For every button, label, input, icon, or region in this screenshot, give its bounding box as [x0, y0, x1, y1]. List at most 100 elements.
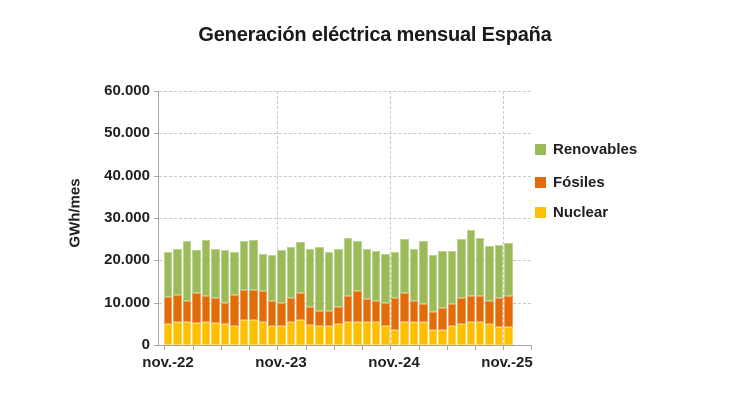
- bar-abr.-24: [324, 252, 334, 345]
- segment-renovables: [267, 255, 277, 301]
- bar-feb.-23: [192, 249, 201, 345]
- segment-renovables: [334, 248, 343, 308]
- y-tickmark-40000: [154, 175, 159, 177]
- segment-renovables: [475, 237, 485, 296]
- segment-fósiles: [192, 292, 201, 323]
- plot-area: [154, 91, 532, 350]
- segment-renovables: [324, 252, 334, 311]
- x-tickmark: [333, 345, 335, 350]
- chart-title: Generación eléctrica mensual España: [198, 24, 552, 46]
- segment-nuclear: [324, 325, 334, 345]
- segment-fósiles: [249, 289, 258, 321]
- bar-ene.-23: [182, 241, 192, 345]
- segment-nuclear: [400, 321, 409, 345]
- segment-renovables: [390, 252, 400, 298]
- segment-nuclear: [249, 320, 258, 345]
- segment-renovables: [381, 253, 390, 303]
- y-tick-label: 30.000: [104, 209, 150, 226]
- bar-jun.-24: [343, 237, 353, 345]
- x-tick-label: nov.-24: [368, 354, 420, 371]
- x-tickmark: [446, 345, 448, 350]
- segment-fósiles: [296, 292, 305, 321]
- segment-nuclear: [409, 322, 419, 345]
- bar-ene.-24: [296, 242, 305, 345]
- segment-renovables: [182, 241, 192, 301]
- segment-renovables: [438, 250, 447, 308]
- bar-ene.-25: [409, 248, 419, 345]
- segment-renovables: [315, 247, 324, 311]
- y-tick-label: 20.000: [104, 251, 150, 269]
- segment-nuclear: [457, 323, 466, 345]
- legend-swatch-icon: [535, 143, 546, 155]
- y-tickmark-0: [154, 345, 159, 346]
- segment-nuclear: [182, 321, 192, 345]
- x-tickmark: [192, 345, 194, 350]
- segment-nuclear: [466, 321, 475, 345]
- segment-fósiles: [201, 295, 211, 323]
- segment-nuclear: [381, 326, 390, 345]
- segment-nuclear: [239, 320, 249, 345]
- segment-fósiles: [182, 300, 192, 322]
- bar-jul.-23: [239, 240, 249, 345]
- segment-fósiles: [362, 299, 371, 322]
- segment-nuclear: [343, 322, 353, 345]
- bar-may.-24: [334, 248, 343, 345]
- bar-nov.-25: [504, 243, 513, 345]
- bar-dic.-22: [173, 248, 182, 345]
- x-tickmark: [220, 345, 222, 350]
- segment-renovables: [230, 251, 239, 295]
- bar-feb.-24: [305, 248, 315, 345]
- x-tickmark: [503, 345, 505, 350]
- segment-fósiles: [315, 310, 324, 326]
- segment-fósiles: [447, 304, 457, 327]
- bar-ago.-23: [249, 240, 258, 345]
- segment-renovables: [504, 243, 513, 296]
- legend-swatch-icon: [535, 206, 546, 218]
- segment-fósiles: [334, 307, 343, 324]
- bar-ago.-24: [362, 248, 371, 345]
- segment-renovables: [201, 240, 211, 296]
- segment-nuclear: [305, 324, 315, 345]
- y-tick-label: 50.000: [104, 124, 150, 142]
- segment-fósiles: [504, 295, 513, 328]
- legend-label: Nuclear: [553, 203, 609, 221]
- segment-renovables: [211, 249, 220, 298]
- bar-jun.-23: [230, 251, 239, 345]
- legend-swatch-icon: [535, 176, 546, 188]
- x-tickmark: [531, 345, 532, 350]
- bar-may.-23: [220, 249, 230, 345]
- x-tickmark: [390, 345, 392, 350]
- segment-fósiles: [466, 295, 475, 322]
- x-tick-label: nov.-23: [255, 354, 307, 371]
- h-gridline-60000: [159, 91, 531, 92]
- v-gridline-nov.-23: [277, 91, 279, 345]
- v-gridline-nov.-24: [390, 91, 392, 345]
- segment-renovables: [164, 251, 173, 297]
- segment-fósiles: [277, 302, 286, 327]
- segment-renovables: [296, 242, 305, 293]
- segment-nuclear: [258, 322, 267, 345]
- segment-nuclear: [192, 323, 201, 345]
- bar-feb.-25: [419, 240, 428, 345]
- segment-nuclear: [428, 330, 438, 345]
- bar-sep.-25: [485, 245, 494, 345]
- segment-nuclear: [277, 326, 286, 345]
- segment-nuclear: [504, 327, 513, 345]
- y-tickmark-30000: [154, 218, 159, 219]
- bar-dic.-24: [400, 239, 409, 345]
- segment-nuclear: [371, 322, 381, 345]
- bar-may.-25: [447, 250, 457, 345]
- y-tick-label: 0: [141, 336, 150, 353]
- segment-fósiles: [400, 292, 409, 322]
- segment-renovables: [277, 250, 286, 303]
- bar-ago.-25: [475, 237, 485, 345]
- bar-jul.-25: [466, 229, 475, 345]
- segment-fósiles: [324, 310, 334, 326]
- bar-nov.-24: [390, 252, 400, 345]
- segment-renovables: [494, 244, 504, 298]
- legend-label: Fósiles: [553, 173, 605, 191]
- segment-renovables: [466, 229, 475, 296]
- segment-nuclear: [267, 326, 277, 345]
- segment-fósiles: [475, 295, 485, 323]
